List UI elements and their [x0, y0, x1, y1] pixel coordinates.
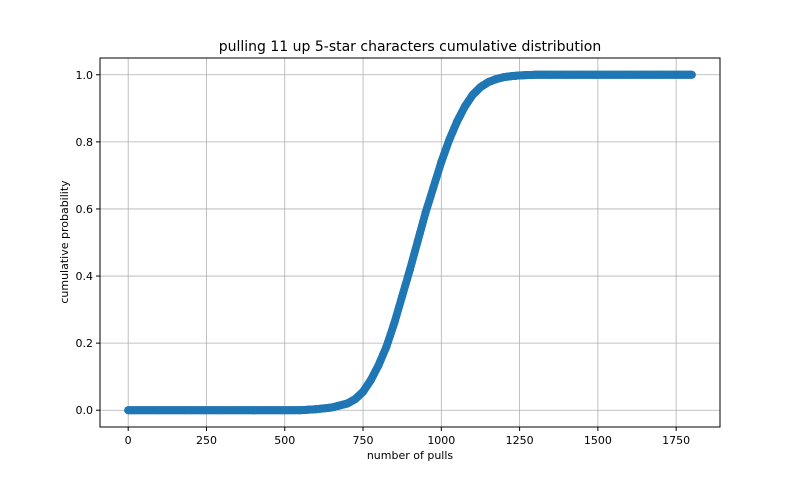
data-point	[460, 102, 469, 111]
data-point	[351, 395, 360, 404]
data-point	[625, 70, 634, 79]
data-point	[366, 376, 375, 385]
data-point	[492, 75, 501, 84]
data-point	[499, 73, 508, 82]
data-point	[406, 265, 414, 274]
data-point	[593, 70, 602, 79]
y-tick-label: 0.0	[76, 404, 94, 417]
data-point	[445, 136, 454, 145]
data-point	[343, 399, 352, 408]
x-tick-label: 1500	[584, 434, 612, 447]
data-point	[186, 406, 195, 415]
data-point	[523, 71, 532, 80]
x-tick-label: 1000	[427, 434, 455, 447]
x-tick-label: 500	[274, 434, 295, 447]
y-axis: 0.0 0.2 0.4 0.6 0.8 1.0	[76, 69, 100, 417]
data-point	[124, 406, 133, 415]
y-tick-label: 0.8	[76, 136, 94, 149]
x-tick-label: 1750	[662, 434, 690, 447]
data-point	[382, 342, 391, 351]
data-point	[468, 90, 477, 99]
data-point	[507, 72, 516, 81]
data-point	[452, 117, 461, 126]
chart-title: pulling 11 up 5-star characters cumulati…	[219, 39, 601, 55]
data-point	[546, 70, 555, 79]
data-point	[296, 406, 305, 415]
data-point	[421, 208, 430, 217]
x-tick-label: 0	[125, 434, 132, 447]
data-point	[390, 319, 399, 328]
data-point	[398, 292, 407, 301]
y-axis-label: cumulative probability	[58, 180, 71, 304]
data-point	[437, 157, 446, 166]
data-point	[687, 70, 696, 79]
data-point	[531, 70, 540, 79]
data-point	[374, 360, 383, 369]
x-tick-label: 1250	[506, 434, 534, 447]
data-point	[312, 405, 321, 414]
data-point	[539, 70, 548, 79]
x-axis: 0 250 500 750 1000 1250 1500 1750	[125, 427, 690, 447]
data-point	[413, 236, 422, 245]
x-tick-label: 750	[353, 434, 374, 447]
x-axis-label: number of pulls	[367, 449, 454, 462]
y-tick-label: 0.4	[76, 270, 94, 283]
y-tick-label: 0.2	[76, 337, 94, 350]
data-point	[429, 183, 438, 192]
plot-frame	[99, 57, 721, 428]
y-tick-label: 0.6	[76, 203, 94, 216]
data-point	[484, 78, 493, 87]
data-series	[124, 70, 696, 415]
data-point	[249, 406, 258, 415]
data-point	[515, 71, 524, 80]
data-point	[562, 70, 571, 79]
data-point	[218, 406, 227, 415]
data-point	[155, 406, 164, 415]
data-point	[327, 403, 336, 412]
data-point	[280, 406, 289, 415]
y-tick-label: 1.0	[76, 69, 94, 82]
x-tick-label: 250	[196, 434, 217, 447]
data-point	[476, 83, 485, 92]
data-point	[656, 70, 665, 79]
data-point	[359, 387, 368, 396]
